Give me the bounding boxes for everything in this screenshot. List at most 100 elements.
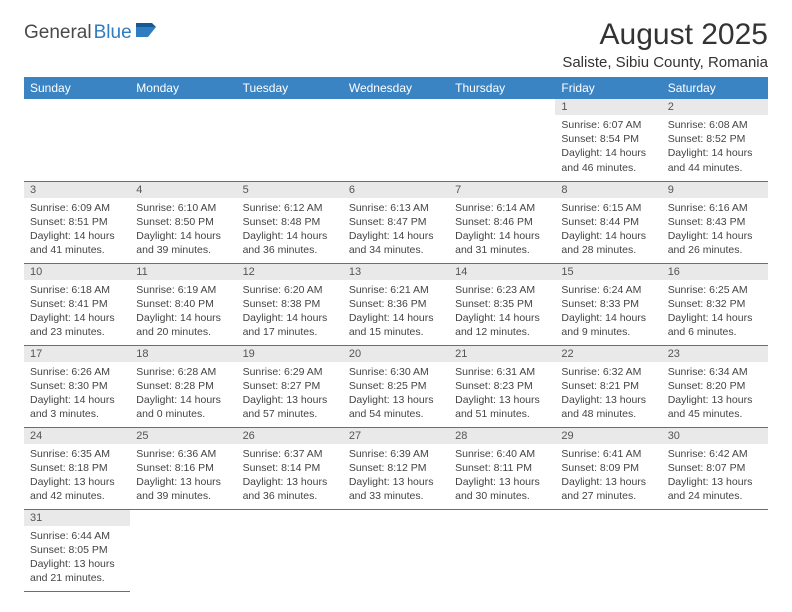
day-number: 26 (237, 428, 343, 444)
day-details: Sunrise: 6:24 AMSunset: 8:33 PMDaylight:… (555, 280, 661, 344)
calendar-cell: 8Sunrise: 6:15 AMSunset: 8:44 PMDaylight… (555, 181, 661, 263)
calendar-cell: 30Sunrise: 6:42 AMSunset: 8:07 PMDayligh… (662, 427, 768, 509)
calendar-cell: 13Sunrise: 6:21 AMSunset: 8:36 PMDayligh… (343, 263, 449, 345)
header: GeneralBlue August 2025 Saliste, Sibiu C… (24, 18, 768, 71)
day-number: 1 (555, 99, 661, 115)
calendar-cell-empty (24, 99, 130, 181)
calendar-cell: 12Sunrise: 6:20 AMSunset: 8:38 PMDayligh… (237, 263, 343, 345)
calendar-cell: 7Sunrise: 6:14 AMSunset: 8:46 PMDaylight… (449, 181, 555, 263)
day-details: Sunrise: 6:10 AMSunset: 8:50 PMDaylight:… (130, 198, 236, 262)
day-number: 3 (24, 182, 130, 198)
day-number: 16 (662, 264, 768, 280)
weekday-header: Sunday (24, 77, 130, 99)
day-number: 25 (130, 428, 236, 444)
calendar-cell: 17Sunrise: 6:26 AMSunset: 8:30 PMDayligh… (24, 345, 130, 427)
calendar-cell: 27Sunrise: 6:39 AMSunset: 8:12 PMDayligh… (343, 427, 449, 509)
weekday-header: Friday (555, 77, 661, 99)
day-details: Sunrise: 6:30 AMSunset: 8:25 PMDaylight:… (343, 362, 449, 426)
calendar-cell: 19Sunrise: 6:29 AMSunset: 8:27 PMDayligh… (237, 345, 343, 427)
day-number: 9 (662, 182, 768, 198)
calendar-cell: 4Sunrise: 6:10 AMSunset: 8:50 PMDaylight… (130, 181, 236, 263)
calendar-cell-empty (449, 99, 555, 181)
calendar-cell: 31Sunrise: 6:44 AMSunset: 8:05 PMDayligh… (24, 509, 130, 591)
calendar-cell: 5Sunrise: 6:12 AMSunset: 8:48 PMDaylight… (237, 181, 343, 263)
day-number: 18 (130, 346, 236, 362)
calendar-cell: 14Sunrise: 6:23 AMSunset: 8:35 PMDayligh… (449, 263, 555, 345)
calendar-cell-empty (555, 509, 661, 591)
day-number: 8 (555, 182, 661, 198)
calendar-cell: 20Sunrise: 6:30 AMSunset: 8:25 PMDayligh… (343, 345, 449, 427)
day-number: 13 (343, 264, 449, 280)
calendar-cell: 26Sunrise: 6:37 AMSunset: 8:14 PMDayligh… (237, 427, 343, 509)
logo-text-blue: Blue (94, 22, 132, 44)
day-details: Sunrise: 6:21 AMSunset: 8:36 PMDaylight:… (343, 280, 449, 344)
calendar-cell-empty (237, 509, 343, 591)
calendar-row: 10Sunrise: 6:18 AMSunset: 8:41 PMDayligh… (24, 263, 768, 345)
day-details: Sunrise: 6:35 AMSunset: 8:18 PMDaylight:… (24, 444, 130, 508)
day-details: Sunrise: 6:15 AMSunset: 8:44 PMDaylight:… (555, 198, 661, 262)
calendar-cell-empty (237, 99, 343, 181)
calendar-cell: 28Sunrise: 6:40 AMSunset: 8:11 PMDayligh… (449, 427, 555, 509)
calendar-cell: 1Sunrise: 6:07 AMSunset: 8:54 PMDaylight… (555, 99, 661, 181)
weekday-header: Thursday (449, 77, 555, 99)
day-details: Sunrise: 6:44 AMSunset: 8:05 PMDaylight:… (24, 526, 130, 590)
day-details: Sunrise: 6:23 AMSunset: 8:35 PMDaylight:… (449, 280, 555, 344)
calendar-cell: 16Sunrise: 6:25 AMSunset: 8:32 PMDayligh… (662, 263, 768, 345)
day-number: 31 (24, 510, 130, 526)
calendar-cell-empty (449, 509, 555, 591)
calendar-cell-empty (130, 99, 236, 181)
day-details: Sunrise: 6:39 AMSunset: 8:12 PMDaylight:… (343, 444, 449, 508)
day-number: 19 (237, 346, 343, 362)
calendar-cell: 9Sunrise: 6:16 AMSunset: 8:43 PMDaylight… (662, 181, 768, 263)
calendar-cell-empty (662, 509, 768, 591)
day-number: 12 (237, 264, 343, 280)
day-details: Sunrise: 6:12 AMSunset: 8:48 PMDaylight:… (237, 198, 343, 262)
calendar-cell: 3Sunrise: 6:09 AMSunset: 8:51 PMDaylight… (24, 181, 130, 263)
day-details: Sunrise: 6:34 AMSunset: 8:20 PMDaylight:… (662, 362, 768, 426)
day-details: Sunrise: 6:40 AMSunset: 8:11 PMDaylight:… (449, 444, 555, 508)
weekday-header: Wednesday (343, 77, 449, 99)
day-details: Sunrise: 6:08 AMSunset: 8:52 PMDaylight:… (662, 115, 768, 179)
day-number: 27 (343, 428, 449, 444)
day-details: Sunrise: 6:36 AMSunset: 8:16 PMDaylight:… (130, 444, 236, 508)
day-details: Sunrise: 6:14 AMSunset: 8:46 PMDaylight:… (449, 198, 555, 262)
calendar-cell: 25Sunrise: 6:36 AMSunset: 8:16 PMDayligh… (130, 427, 236, 509)
day-number: 10 (24, 264, 130, 280)
day-details: Sunrise: 6:42 AMSunset: 8:07 PMDaylight:… (662, 444, 768, 508)
calendar-cell: 22Sunrise: 6:32 AMSunset: 8:21 PMDayligh… (555, 345, 661, 427)
day-details: Sunrise: 6:19 AMSunset: 8:40 PMDaylight:… (130, 280, 236, 344)
logo: GeneralBlue (24, 18, 160, 44)
calendar-cell: 29Sunrise: 6:41 AMSunset: 8:09 PMDayligh… (555, 427, 661, 509)
day-details: Sunrise: 6:28 AMSunset: 8:28 PMDaylight:… (130, 362, 236, 426)
calendar-cell: 18Sunrise: 6:28 AMSunset: 8:28 PMDayligh… (130, 345, 236, 427)
day-details: Sunrise: 6:41 AMSunset: 8:09 PMDaylight:… (555, 444, 661, 508)
day-number: 17 (24, 346, 130, 362)
calendar-row: 3Sunrise: 6:09 AMSunset: 8:51 PMDaylight… (24, 181, 768, 263)
weekday-header: Saturday (662, 77, 768, 99)
day-details: Sunrise: 6:26 AMSunset: 8:30 PMDaylight:… (24, 362, 130, 426)
day-number: 24 (24, 428, 130, 444)
day-details: Sunrise: 6:09 AMSunset: 8:51 PMDaylight:… (24, 198, 130, 262)
day-details: Sunrise: 6:20 AMSunset: 8:38 PMDaylight:… (237, 280, 343, 344)
day-details: Sunrise: 6:37 AMSunset: 8:14 PMDaylight:… (237, 444, 343, 508)
calendar-row: 17Sunrise: 6:26 AMSunset: 8:30 PMDayligh… (24, 345, 768, 427)
day-details: Sunrise: 6:13 AMSunset: 8:47 PMDaylight:… (343, 198, 449, 262)
day-details: Sunrise: 6:32 AMSunset: 8:21 PMDaylight:… (555, 362, 661, 426)
day-number: 30 (662, 428, 768, 444)
logo-text-general: General (24, 22, 92, 44)
calendar-cell: 21Sunrise: 6:31 AMSunset: 8:23 PMDayligh… (449, 345, 555, 427)
calendar-cell-empty (343, 509, 449, 591)
day-number: 5 (237, 182, 343, 198)
weekday-header-row: SundayMondayTuesdayWednesdayThursdayFrid… (24, 77, 768, 99)
day-number: 4 (130, 182, 236, 198)
calendar-body: 1Sunrise: 6:07 AMSunset: 8:54 PMDaylight… (24, 99, 768, 591)
day-number: 20 (343, 346, 449, 362)
day-number: 6 (343, 182, 449, 198)
flag-icon (136, 23, 160, 44)
calendar-cell: 23Sunrise: 6:34 AMSunset: 8:20 PMDayligh… (662, 345, 768, 427)
page: GeneralBlue August 2025 Saliste, Sibiu C… (0, 0, 792, 592)
calendar-cell: 6Sunrise: 6:13 AMSunset: 8:47 PMDaylight… (343, 181, 449, 263)
calendar-cell: 15Sunrise: 6:24 AMSunset: 8:33 PMDayligh… (555, 263, 661, 345)
calendar-cell: 10Sunrise: 6:18 AMSunset: 8:41 PMDayligh… (24, 263, 130, 345)
day-details: Sunrise: 6:18 AMSunset: 8:41 PMDaylight:… (24, 280, 130, 344)
